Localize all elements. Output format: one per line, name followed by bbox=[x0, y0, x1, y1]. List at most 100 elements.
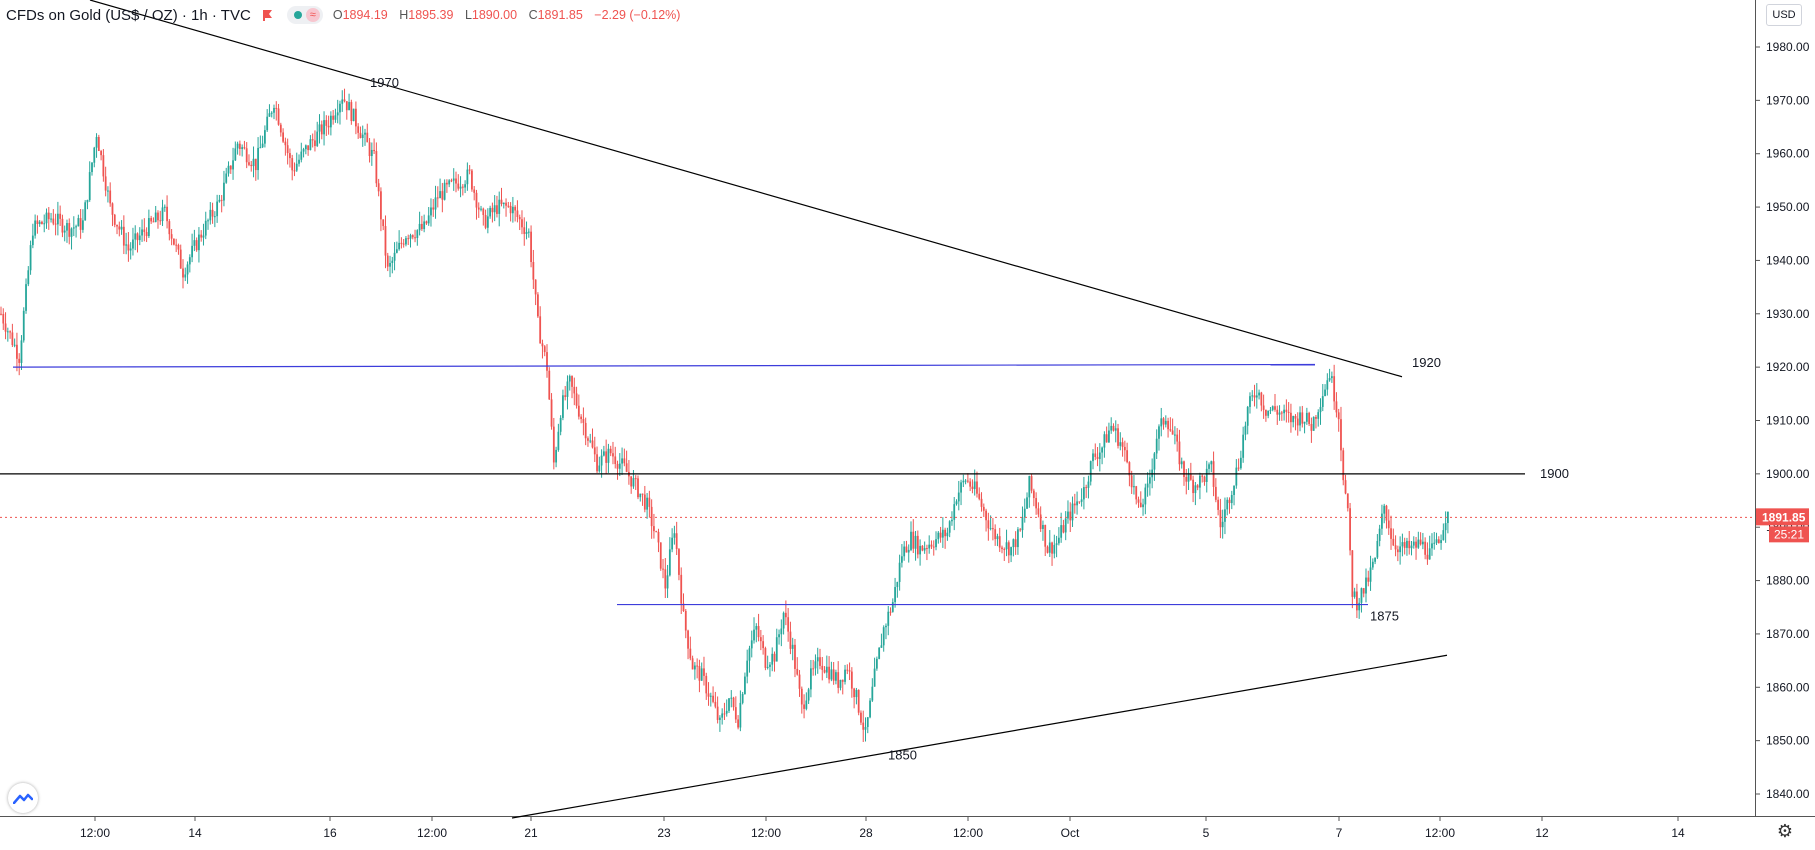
chart-annotation[interactable]: 1900 bbox=[1540, 466, 1569, 481]
candle-body bbox=[741, 693, 744, 703]
resistance-line-1920[interactable] bbox=[12, 363, 1316, 368]
candle-body bbox=[643, 494, 646, 510]
candle-body bbox=[946, 532, 949, 537]
candle-body bbox=[830, 669, 833, 680]
chart-annotation[interactable]: 1970 bbox=[370, 75, 399, 90]
x-tick-label: 12:00 bbox=[953, 826, 983, 840]
candle-body bbox=[1203, 476, 1206, 482]
candle-body bbox=[298, 159, 300, 164]
candle-body bbox=[177, 244, 180, 250]
candle-body bbox=[1287, 411, 1290, 413]
price-axis[interactable] bbox=[1755, 0, 1815, 850]
candle-body bbox=[47, 212, 50, 220]
candle-body bbox=[1415, 541, 1417, 548]
candle-body bbox=[198, 234, 200, 251]
candle-body bbox=[1305, 412, 1308, 422]
x-tick-label: 12:00 bbox=[417, 826, 447, 840]
candle-body bbox=[1174, 434, 1176, 436]
candle-body bbox=[1365, 577, 1367, 594]
candle-body bbox=[1308, 412, 1311, 424]
candle-body bbox=[1399, 546, 1402, 553]
candle-body bbox=[753, 629, 755, 641]
candle-body bbox=[1440, 540, 1442, 544]
candle-body bbox=[102, 155, 105, 177]
candle-body bbox=[885, 625, 887, 628]
candle-body bbox=[778, 634, 780, 638]
candle-body bbox=[414, 237, 416, 239]
time-axis[interactable] bbox=[0, 817, 1755, 850]
candle-body bbox=[1269, 409, 1272, 411]
chart-annotation[interactable]: 1875 bbox=[1370, 609, 1399, 624]
y-tick-label: 1950.00 bbox=[1766, 200, 1810, 214]
candle-body bbox=[1039, 514, 1042, 529]
candle-body bbox=[97, 136, 100, 152]
upper-trendline[interactable] bbox=[89, 0, 1403, 378]
candle-body bbox=[982, 506, 985, 511]
candle-body bbox=[1369, 567, 1372, 582]
candle-body bbox=[1028, 476, 1031, 498]
y-tick-label: 1880.00 bbox=[1766, 574, 1810, 588]
candle-body bbox=[618, 463, 621, 469]
candle-body bbox=[143, 229, 146, 233]
gear-icon[interactable]: ⚙ bbox=[1776, 821, 1794, 841]
candle-body bbox=[377, 183, 380, 192]
candle-body bbox=[457, 183, 460, 189]
symbol-title[interactable]: CFDs on Gold (US$ / OZ) · 1h · TVC bbox=[6, 6, 251, 24]
candle-body bbox=[805, 700, 808, 709]
candle-body bbox=[734, 707, 737, 720]
candle-body bbox=[1112, 425, 1115, 431]
candle-body bbox=[1447, 511, 1449, 524]
currency-button[interactable]: USD bbox=[1766, 4, 1802, 26]
tradingview-logo-icon[interactable] bbox=[8, 783, 38, 813]
flag-icon[interactable] bbox=[261, 9, 273, 21]
candle-body bbox=[580, 416, 583, 420]
candle-body bbox=[598, 465, 601, 472]
candle-body bbox=[632, 478, 635, 487]
candle-body bbox=[316, 131, 319, 146]
candle-body bbox=[764, 648, 767, 668]
candle-body bbox=[1253, 395, 1256, 398]
candle-body bbox=[188, 257, 191, 265]
candle-body bbox=[468, 169, 471, 171]
chart-annotation[interactable]: 1850 bbox=[888, 747, 917, 762]
candle-body bbox=[59, 213, 62, 219]
candle-body bbox=[1160, 418, 1163, 427]
change-value: −2.29 (−0.12%) bbox=[594, 8, 681, 22]
candle-body bbox=[1133, 486, 1135, 488]
candle-body bbox=[452, 178, 455, 181]
candle-body bbox=[737, 719, 739, 728]
candle-body bbox=[907, 549, 910, 553]
candle-body bbox=[459, 186, 462, 189]
y-tick-label: 1920.00 bbox=[1766, 360, 1810, 374]
candle-body bbox=[571, 376, 573, 387]
candle-body bbox=[1371, 561, 1374, 568]
candle-body bbox=[252, 158, 255, 167]
candle-body bbox=[439, 191, 441, 199]
low-label: L bbox=[464, 8, 472, 22]
chart-annotation[interactable]: 1920 bbox=[1412, 355, 1441, 370]
candle-body bbox=[1101, 447, 1103, 453]
market-status-pill[interactable]: ≈ bbox=[286, 6, 323, 24]
candle-body bbox=[18, 358, 21, 363]
x-tick-label: 16 bbox=[323, 826, 337, 840]
candle-body bbox=[289, 153, 291, 159]
candle-body bbox=[400, 242, 403, 244]
candle-body bbox=[471, 170, 473, 190]
candle-body bbox=[543, 346, 546, 353]
candle-body bbox=[475, 192, 478, 208]
candle-body bbox=[482, 208, 485, 216]
candle-body bbox=[696, 665, 699, 667]
candle-body bbox=[662, 568, 664, 570]
candle-body bbox=[25, 284, 27, 311]
candle-body bbox=[1303, 421, 1306, 424]
candle-body bbox=[650, 506, 653, 527]
candle-body bbox=[655, 531, 658, 533]
candle-body bbox=[548, 370, 551, 400]
candle-body bbox=[109, 190, 112, 204]
candle-body bbox=[625, 463, 628, 472]
lower-trendline[interactable] bbox=[511, 654, 1448, 819]
candle-body bbox=[300, 151, 303, 160]
candle-body bbox=[1442, 530, 1445, 541]
y-tick-label: 1940.00 bbox=[1766, 253, 1810, 267]
